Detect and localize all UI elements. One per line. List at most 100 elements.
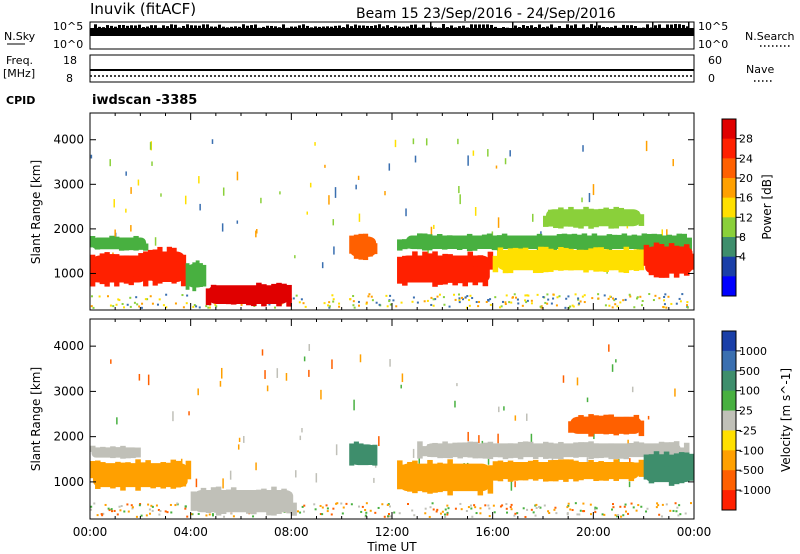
noise-point [622, 514, 625, 517]
echo-cell [553, 251, 559, 264]
echo-cell [598, 461, 604, 481]
noise-point [141, 302, 144, 305]
noise-point [627, 512, 630, 515]
noise-point [458, 299, 461, 302]
noise-streak [425, 138, 428, 146]
echo-cell [442, 463, 448, 487]
noise-point [625, 510, 628, 513]
echo-cell [517, 467, 524, 481]
nsearch-tick-bottom: 10^0 [698, 38, 728, 51]
nsearch-bar [410, 24, 413, 30]
noise-point [674, 502, 677, 505]
y-tick-label: 1000 [53, 266, 84, 280]
nsearch-bar [238, 26, 241, 30]
noise-point [530, 302, 533, 305]
noise-point [677, 514, 680, 517]
noise-point [165, 306, 168, 309]
noise-point [546, 293, 549, 296]
noise-point [426, 299, 429, 302]
noise-streak [110, 359, 112, 364]
colorbar-tick-label: -100 [739, 444, 764, 457]
echo-cell [633, 462, 640, 476]
echo-cell [666, 234, 673, 247]
noise-point [323, 302, 326, 305]
echo-cell [133, 258, 139, 277]
noise-point [574, 502, 577, 505]
noise-point [530, 508, 533, 511]
noise-point [149, 295, 152, 298]
nsearch-bar [614, 25, 617, 30]
echo-cell [199, 263, 203, 287]
echo-cell [618, 207, 625, 225]
nsearch-bar [462, 25, 465, 30]
noise-point [475, 512, 478, 515]
noise-point [640, 505, 643, 508]
echo-cell [432, 251, 438, 287]
noise-point [579, 300, 582, 303]
velocity-y-label: Slant Range [km] [29, 367, 43, 471]
echo-cell [442, 441, 448, 459]
echo-cell [160, 462, 166, 489]
noise-point [98, 295, 101, 298]
noise-point [597, 297, 600, 300]
noise-point [675, 302, 678, 305]
echo-cell [512, 471, 519, 481]
noise-point [413, 514, 416, 517]
noise-point [300, 298, 303, 301]
noise-point [458, 301, 461, 304]
echo-cell [638, 249, 645, 271]
nsearch-bar [458, 26, 461, 30]
noise-point [388, 505, 391, 508]
noise-point [484, 504, 487, 507]
noise-point [147, 503, 150, 506]
nsearch-bar [574, 24, 577, 30]
noise-point [658, 513, 661, 516]
echo-cell [532, 253, 539, 274]
nsearch-bar [562, 27, 565, 30]
nsearch-bar [298, 25, 301, 30]
nsearch-bar [634, 26, 637, 30]
station-title: Inuvik (fitACF) [90, 0, 196, 18]
noise-streak [631, 386, 634, 393]
echo-cell [532, 450, 539, 459]
nsky-label: N.Sky [4, 30, 36, 43]
echo-cell [588, 459, 594, 478]
noise-point [166, 511, 169, 514]
echo-cell [578, 415, 584, 431]
colorbar-swatch [722, 490, 736, 511]
power-y-axis: 1000 2000 3000 4000 [53, 133, 694, 280]
noise-point [629, 295, 632, 298]
nsearch-bar [582, 24, 585, 30]
nsearch-spike [430, 22, 432, 36]
noise-streak [114, 229, 116, 241]
noise-point [328, 306, 331, 309]
echo-cell [100, 446, 106, 457]
noise-point [515, 296, 518, 299]
nsearch-bar [670, 24, 673, 30]
noise-point [543, 504, 546, 507]
noise-point [453, 293, 456, 296]
echo-cell [638, 420, 645, 437]
echo-cell [561, 233, 568, 251]
echo-cell [583, 252, 589, 273]
noise-point [319, 504, 322, 507]
nsearch-bar [510, 27, 513, 30]
noise-streak [222, 478, 224, 489]
noise-point [446, 504, 449, 507]
noise-streak [373, 477, 375, 483]
noise-point [155, 504, 158, 507]
noise-point [468, 304, 471, 307]
noise-streak [184, 195, 187, 205]
noise-point [296, 510, 299, 513]
echo-cell [593, 247, 599, 272]
echo-cell [593, 443, 599, 459]
echo-cell [437, 462, 443, 493]
nsearch-bar [466, 27, 469, 30]
echo-cell [185, 263, 190, 290]
noise-point [499, 505, 502, 508]
echo-cell [133, 235, 139, 251]
echo-cell [608, 443, 614, 460]
echo-cell [138, 253, 144, 276]
colorbar-tick-label: 20 [739, 172, 753, 185]
noise-point [565, 297, 568, 300]
